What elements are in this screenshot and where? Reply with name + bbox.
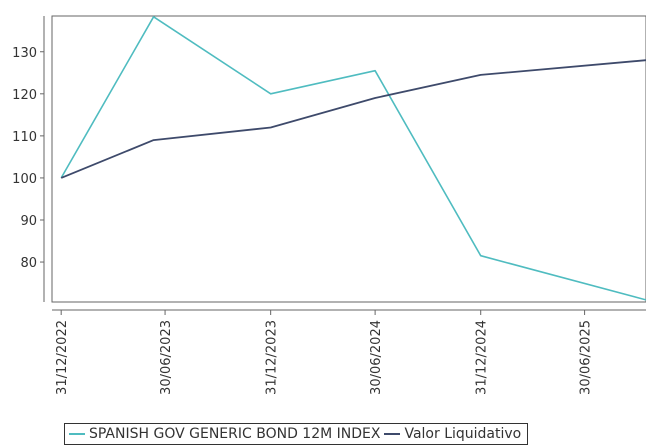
x-tick-label: 31/12/2024	[475, 320, 490, 395]
x-tick-label: 30/06/2025	[579, 320, 594, 395]
legend-label-spanish-gov-bond: SPANISH GOV GENERIC BOND 12M INDEX	[89, 426, 381, 442]
y-tick-label: 100	[12, 172, 37, 187]
x-tick-label: 30/06/2023	[159, 320, 174, 395]
series-line-spanish-gov-bond	[60, 16, 646, 301]
y-tick-label: 90	[20, 214, 37, 229]
y-tick-label: 120	[12, 88, 37, 103]
x-tick-label: 30/06/2024	[369, 320, 384, 395]
series-layer	[60, 16, 646, 301]
x-axis: 31/12/2022 30/06/2023 31/12/2023 30/06/2024…	[52, 309, 646, 395]
x-tick-label: 31/12/2023	[265, 320, 280, 395]
y-tick-label: 80	[20, 256, 37, 271]
legend-swatch-spanish-gov-bond	[69, 433, 85, 435]
x-tick-label: 31/12/2022	[55, 320, 70, 395]
y-tick-label: 130	[12, 46, 37, 61]
series-line-valor-liquidativo	[60, 59, 646, 179]
y-axis: 80 90 100 110 120 130	[12, 16, 45, 302]
legend-label-valor-liquidativo: Valor Liquidativo	[404, 426, 522, 442]
legend-swatch-valor-liquidativo	[384, 433, 401, 435]
legend: SPANISH GOV GENERIC BOND 12M INDEX Valor…	[64, 423, 529, 445]
legend-item-valor-liquidativo: Valor Liquidativo	[384, 426, 521, 442]
legend-item-spanish-gov-bond: SPANISH GOV GENERIC BOND 12M INDEX	[69, 426, 380, 442]
y-tick-label: 110	[12, 130, 37, 145]
plot-frame	[51, 15, 646, 303]
